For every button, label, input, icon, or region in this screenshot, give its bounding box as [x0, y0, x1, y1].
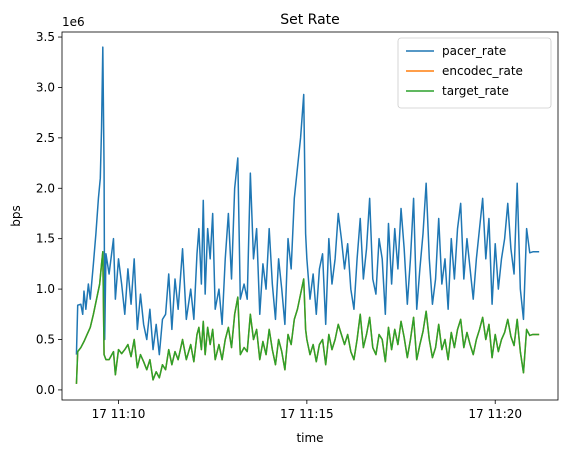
x-axis-ticks: 17 11:10 17 11:15 17 11:20 [92, 400, 522, 421]
y-tick-label: 2.5 [36, 131, 55, 145]
y-tick-label: 3.5 [36, 30, 55, 44]
y-scale-label: 1e6 [62, 15, 85, 29]
legend-entry: pacer_rate [442, 44, 506, 58]
x-axis-label: time [296, 431, 323, 445]
series-line-pacer-rate [75, 46, 540, 356]
y-axis-label: bps [9, 205, 23, 227]
y-tick-label: 0.0 [36, 383, 55, 397]
x-tick-label: 17 11:20 [468, 407, 522, 421]
y-tick-label: 3.0 [36, 80, 55, 94]
y-tick-label: 1.0 [36, 282, 55, 296]
plot-area-lines [75, 46, 540, 384]
axes-frame [61, 31, 559, 401]
legend-entry: encodec_rate [442, 64, 523, 78]
series-line-target-rate [75, 251, 540, 384]
y-axis-ticks: 0.0 0.5 1.0 1.5 2.0 2.5 3.0 3.5 [36, 30, 62, 397]
y-tick-label: 1.5 [36, 232, 55, 246]
x-tick-label: 17 11:15 [280, 407, 334, 421]
legend: pacer_rate encodec_rate target_rate [397, 37, 552, 109]
x-tick-label: 17 11:10 [92, 407, 146, 421]
legend-box [397, 37, 552, 109]
y-tick-label: 0.5 [36, 333, 55, 347]
chart-title: Set Rate [280, 12, 340, 28]
y-tick-label: 2.0 [36, 181, 55, 195]
legend-entry: target_rate [442, 84, 509, 98]
